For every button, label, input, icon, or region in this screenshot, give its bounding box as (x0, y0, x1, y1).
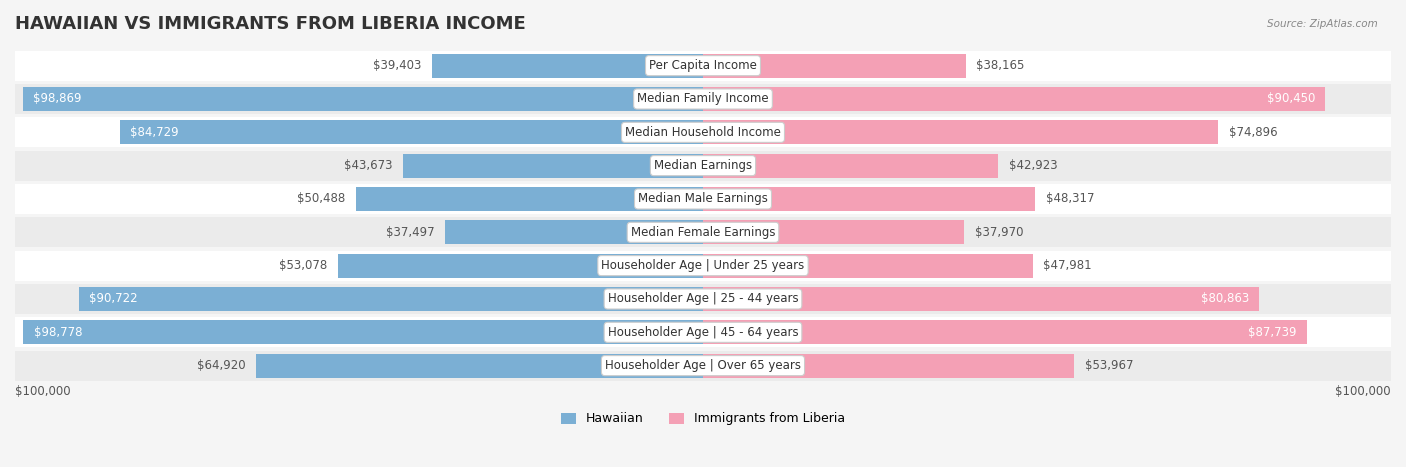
Text: $50,488: $50,488 (297, 192, 346, 205)
Text: Householder Age | 25 - 44 years: Householder Age | 25 - 44 years (607, 292, 799, 305)
Bar (402, 154, 703, 177)
Text: $98,869: $98,869 (34, 92, 82, 106)
Text: $90,722: $90,722 (89, 292, 138, 305)
Bar (703, 287, 1260, 311)
Text: Householder Age | 45 - 64 years: Householder Age | 45 - 64 years (607, 326, 799, 339)
Bar (703, 354, 1074, 378)
Text: $80,863: $80,863 (1201, 292, 1249, 305)
Text: $47,981: $47,981 (1043, 259, 1092, 272)
Bar (356, 187, 703, 211)
Text: $38,165: $38,165 (976, 59, 1024, 72)
Bar (446, 220, 703, 244)
Bar (24, 320, 703, 344)
Bar (703, 54, 966, 78)
Text: $74,896: $74,896 (1229, 126, 1277, 139)
Text: $84,729: $84,729 (131, 126, 179, 139)
Bar (120, 120, 703, 144)
Bar (15, 50, 1391, 81)
Text: $37,970: $37,970 (974, 226, 1024, 239)
Legend: Hawaiian, Immigrants from Liberia: Hawaiian, Immigrants from Liberia (555, 407, 851, 431)
Text: $53,967: $53,967 (1084, 359, 1133, 372)
Text: $48,317: $48,317 (1046, 192, 1094, 205)
Text: Per Capita Income: Per Capita Income (650, 59, 756, 72)
Text: $98,778: $98,778 (34, 326, 82, 339)
Bar (15, 251, 1391, 281)
Text: Median Male Earnings: Median Male Earnings (638, 192, 768, 205)
Bar (15, 217, 1391, 248)
Text: Householder Age | Over 65 years: Householder Age | Over 65 years (605, 359, 801, 372)
Text: $37,497: $37,497 (387, 226, 434, 239)
Bar (15, 184, 1391, 214)
Text: $100,000: $100,000 (1336, 385, 1391, 398)
Bar (15, 317, 1391, 347)
Bar (22, 87, 703, 111)
Text: $43,673: $43,673 (343, 159, 392, 172)
Bar (703, 187, 1035, 211)
Bar (256, 354, 703, 378)
Bar (703, 254, 1033, 278)
Text: HAWAIIAN VS IMMIGRANTS FROM LIBERIA INCOME: HAWAIIAN VS IMMIGRANTS FROM LIBERIA INCO… (15, 15, 526, 33)
Bar (432, 54, 703, 78)
Text: $42,923: $42,923 (1008, 159, 1057, 172)
Bar (15, 151, 1391, 181)
Bar (703, 220, 965, 244)
Text: Median Female Earnings: Median Female Earnings (631, 226, 775, 239)
Bar (79, 287, 703, 311)
Bar (15, 84, 1391, 114)
Text: $64,920: $64,920 (197, 359, 246, 372)
Text: $87,739: $87,739 (1247, 326, 1296, 339)
Bar (15, 117, 1391, 147)
Bar (15, 284, 1391, 314)
Text: Householder Age | Under 25 years: Householder Age | Under 25 years (602, 259, 804, 272)
Bar (703, 154, 998, 177)
Bar (703, 320, 1306, 344)
Text: Median Earnings: Median Earnings (654, 159, 752, 172)
Text: $90,450: $90,450 (1267, 92, 1315, 106)
Text: $53,078: $53,078 (280, 259, 328, 272)
Text: Source: ZipAtlas.com: Source: ZipAtlas.com (1267, 19, 1378, 28)
Text: $39,403: $39,403 (373, 59, 422, 72)
Bar (15, 351, 1391, 381)
Text: Median Family Income: Median Family Income (637, 92, 769, 106)
Text: $100,000: $100,000 (15, 385, 70, 398)
Bar (703, 120, 1218, 144)
Bar (337, 254, 703, 278)
Text: Median Household Income: Median Household Income (626, 126, 780, 139)
Bar (703, 87, 1326, 111)
